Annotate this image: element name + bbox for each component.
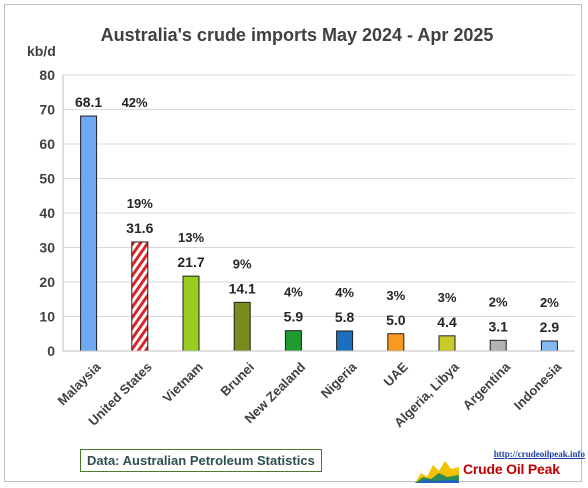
percent-label: 42% (122, 95, 148, 110)
bar-uae (387, 333, 405, 352)
x-tick-label: Vietnam (160, 359, 206, 405)
y-axis-unit: kb/d (27, 43, 56, 59)
oil-peak-graphic-icon (415, 461, 459, 483)
percent-label: 9% (233, 256, 252, 271)
y-tick-label: 0 (47, 343, 55, 359)
percent-label: 2% (489, 294, 508, 309)
y-tick-label: 60 (39, 136, 55, 152)
percent-label: 2% (540, 295, 559, 310)
bar-malaysia (80, 115, 98, 352)
y-tick-label: 10 (39, 309, 55, 325)
value-label: 21.7 (177, 254, 204, 270)
bar-indonesia (540, 340, 558, 352)
percent-label: 3% (438, 290, 457, 305)
percent-label: 19% (127, 196, 153, 211)
bar-brunei (233, 301, 251, 352)
value-label: 4.4 (437, 314, 457, 330)
chart-title: Australia's crude imports May 2024 - Apr… (101, 25, 494, 45)
y-tick-label: 20 (39, 274, 55, 290)
percent-label: 4% (335, 285, 354, 300)
bar-chart: Australia's crude imports May 2024 - Apr… (27, 25, 575, 430)
data-labels: 68.1 42% 31.6 19% 21.7 13% 14.1 9% 5.9 4% 5.8 4% 5.0… (75, 94, 559, 335)
value-label: 5.9 (284, 309, 304, 325)
value-label: 31.6 (126, 220, 153, 236)
percent-label: 4% (284, 285, 303, 300)
value-label: 68.1 (75, 94, 102, 110)
y-tick-label: 70 (39, 102, 55, 118)
bar-algeria-libya (438, 335, 456, 352)
logo-url-link[interactable]: http://crudeoilpeak.info (493, 449, 585, 459)
x-tick-label: UAE (381, 359, 411, 389)
y-tick-label: 50 (39, 171, 55, 187)
y-tick-label: 30 (39, 240, 55, 256)
chart-frame: Australia's crude imports May 2024 - Apr… (4, 4, 585, 483)
y-tick-label: 80 (39, 67, 55, 83)
grid (63, 74, 575, 317)
bar-argentina (489, 339, 507, 352)
x-tick-label: Nigeria (318, 359, 360, 401)
percent-label: 3% (386, 288, 405, 303)
value-label: 5.0 (386, 312, 406, 328)
x-tick-label: Argentina (460, 359, 514, 413)
bar-united-states (131, 241, 149, 352)
x-tick-label: Malaysia (55, 359, 104, 408)
percent-label: 13% (178, 230, 204, 245)
bar-nigeria (336, 330, 354, 352)
value-label: 5.8 (335, 309, 355, 325)
value-label: 2.9 (540, 319, 560, 335)
x-tick-label: Brunei (217, 359, 257, 399)
value-label: 3.1 (488, 318, 508, 334)
bar-vietnam (182, 275, 200, 352)
value-label: 14.1 (229, 280, 256, 296)
y-tick-label: 40 (39, 205, 55, 221)
source-note: Data: Australian Petroleum Statistics (80, 449, 322, 472)
x-tick-label: Indonesia (511, 359, 565, 413)
bar-new-zealand (284, 330, 302, 352)
logo-name: Crude Oil Peak (463, 461, 560, 477)
crude-oil-peak-logo[interactable]: http://crudeoilpeak.info Crude Oil Peak (413, 449, 588, 485)
